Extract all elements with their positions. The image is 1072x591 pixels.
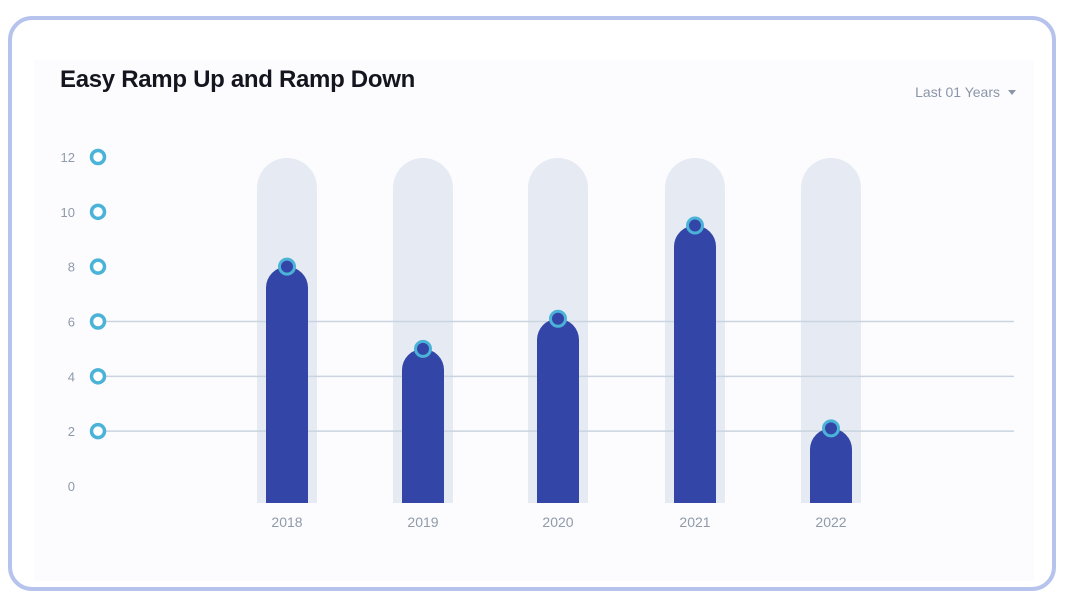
y-tick-marker [89, 422, 107, 440]
y-tick-marker [89, 148, 107, 166]
bar-2019 [402, 348, 444, 503]
y-tick-label: 0 [68, 479, 75, 494]
bar-marker-2018 [278, 257, 296, 276]
y-tick-marker [89, 368, 107, 385]
x-tick-label: 2022 [815, 514, 846, 530]
bar-marker-2019 [414, 339, 432, 358]
period-dropdown-label: Last 01 Years [915, 84, 1000, 100]
bar-2021 [674, 225, 716, 503]
y-tick-label: 8 [68, 260, 75, 275]
x-tick-label: 2018 [271, 514, 302, 530]
y-tick-label: 2 [68, 424, 75, 439]
y-tick-label: 6 [68, 315, 75, 330]
y-tick-marker [89, 313, 107, 330]
x-tick-label: 2021 [679, 514, 710, 530]
y-tick-label: 10 [61, 205, 75, 220]
bar-2022 [810, 428, 852, 503]
x-tick-label: 2020 [542, 514, 573, 530]
period-dropdown[interactable]: Last 01 Years [915, 84, 1016, 100]
x-tick-label: 2019 [407, 514, 438, 530]
chevron-down-icon [1008, 89, 1016, 95]
bar-marker-2022 [822, 419, 840, 438]
y-tick-marker [89, 258, 107, 275]
chart-title: Easy Ramp Up and Ramp Down [60, 66, 415, 93]
bar-track-2022 [801, 158, 861, 503]
bar-marker-2021 [686, 216, 704, 235]
bar-2018 [266, 266, 308, 503]
y-tick-label: 4 [68, 369, 75, 384]
bar-marker-2020 [549, 309, 567, 328]
bar-2020 [537, 318, 579, 503]
y-tick-marker [89, 203, 107, 221]
y-tick-label: 12 [61, 150, 75, 165]
